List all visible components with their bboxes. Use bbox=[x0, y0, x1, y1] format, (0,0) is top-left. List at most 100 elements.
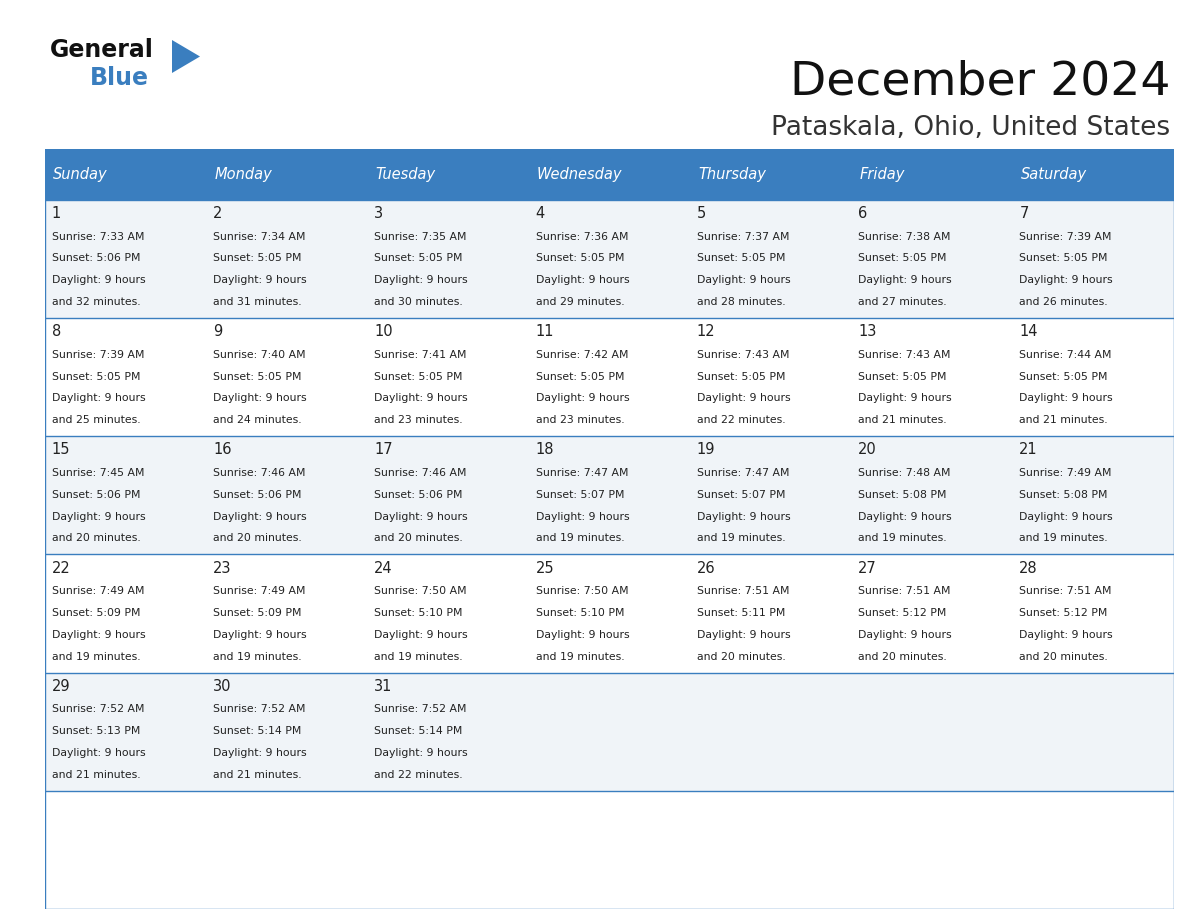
Text: Daylight: 9 hours: Daylight: 9 hours bbox=[697, 511, 790, 521]
Bar bbox=[207, 149, 367, 200]
Bar bbox=[45, 436, 1174, 554]
Text: Daylight: 9 hours: Daylight: 9 hours bbox=[858, 630, 952, 640]
Text: Sunset: 5:05 PM: Sunset: 5:05 PM bbox=[536, 372, 624, 382]
Text: Sunrise: 7:47 AM: Sunrise: 7:47 AM bbox=[697, 468, 789, 478]
Text: and 19 minutes.: and 19 minutes. bbox=[1019, 533, 1108, 543]
Text: Sunrise: 7:40 AM: Sunrise: 7:40 AM bbox=[213, 350, 305, 360]
Text: 5: 5 bbox=[697, 207, 706, 221]
Bar bbox=[852, 149, 1012, 200]
Text: and 24 minutes.: and 24 minutes. bbox=[213, 415, 302, 425]
Text: 14: 14 bbox=[1019, 324, 1038, 340]
Text: 3: 3 bbox=[374, 207, 384, 221]
Text: and 19 minutes.: and 19 minutes. bbox=[697, 533, 785, 543]
Text: Daylight: 9 hours: Daylight: 9 hours bbox=[697, 394, 790, 403]
Text: Sunrise: 7:35 AM: Sunrise: 7:35 AM bbox=[374, 231, 467, 241]
Text: Sunset: 5:05 PM: Sunset: 5:05 PM bbox=[213, 253, 302, 263]
Text: Sunrise: 7:46 AM: Sunrise: 7:46 AM bbox=[213, 468, 305, 478]
Text: and 25 minutes.: and 25 minutes. bbox=[52, 415, 140, 425]
Text: Thursday: Thursday bbox=[699, 167, 766, 182]
Text: Sunset: 5:07 PM: Sunset: 5:07 PM bbox=[697, 489, 785, 499]
Text: Sunrise: 7:45 AM: Sunrise: 7:45 AM bbox=[52, 468, 145, 478]
Text: Sunset: 5:09 PM: Sunset: 5:09 PM bbox=[52, 608, 140, 618]
Text: Tuesday: Tuesday bbox=[375, 167, 436, 182]
Polygon shape bbox=[172, 40, 200, 73]
Bar bbox=[529, 149, 690, 200]
Text: Daylight: 9 hours: Daylight: 9 hours bbox=[374, 394, 468, 403]
Text: Sunrise: 7:49 AM: Sunrise: 7:49 AM bbox=[52, 586, 145, 596]
Text: 13: 13 bbox=[858, 324, 877, 340]
Text: Daylight: 9 hours: Daylight: 9 hours bbox=[536, 394, 630, 403]
Text: and 30 minutes.: and 30 minutes. bbox=[374, 297, 463, 308]
Text: Sunset: 5:06 PM: Sunset: 5:06 PM bbox=[52, 253, 140, 263]
Text: Blue: Blue bbox=[90, 66, 148, 90]
Text: Sunset: 5:13 PM: Sunset: 5:13 PM bbox=[52, 726, 140, 736]
Text: Daylight: 9 hours: Daylight: 9 hours bbox=[374, 748, 468, 757]
Text: 20: 20 bbox=[858, 442, 877, 457]
Text: Daylight: 9 hours: Daylight: 9 hours bbox=[697, 275, 790, 285]
Text: Daylight: 9 hours: Daylight: 9 hours bbox=[213, 275, 307, 285]
Text: Sunrise: 7:33 AM: Sunrise: 7:33 AM bbox=[52, 231, 145, 241]
Text: Sunrise: 7:50 AM: Sunrise: 7:50 AM bbox=[536, 586, 628, 596]
Text: 23: 23 bbox=[213, 561, 232, 576]
Bar bbox=[45, 554, 1174, 673]
Text: Sunrise: 7:44 AM: Sunrise: 7:44 AM bbox=[1019, 350, 1112, 360]
Text: Daylight: 9 hours: Daylight: 9 hours bbox=[213, 748, 307, 757]
Text: and 20 minutes.: and 20 minutes. bbox=[374, 533, 463, 543]
Text: Sunset: 5:05 PM: Sunset: 5:05 PM bbox=[374, 372, 463, 382]
Text: Sunrise: 7:43 AM: Sunrise: 7:43 AM bbox=[697, 350, 789, 360]
Text: and 23 minutes.: and 23 minutes. bbox=[374, 415, 463, 425]
Text: Daylight: 9 hours: Daylight: 9 hours bbox=[697, 630, 790, 640]
Bar bbox=[1012, 149, 1174, 200]
Text: 21: 21 bbox=[1019, 442, 1038, 457]
Text: Sunset: 5:05 PM: Sunset: 5:05 PM bbox=[374, 253, 463, 263]
Text: Sunset: 5:10 PM: Sunset: 5:10 PM bbox=[536, 608, 624, 618]
Text: Sunrise: 7:52 AM: Sunrise: 7:52 AM bbox=[213, 704, 305, 714]
Text: Daylight: 9 hours: Daylight: 9 hours bbox=[52, 511, 146, 521]
Text: Sunset: 5:05 PM: Sunset: 5:05 PM bbox=[1019, 253, 1107, 263]
Text: Daylight: 9 hours: Daylight: 9 hours bbox=[858, 275, 952, 285]
Text: Daylight: 9 hours: Daylight: 9 hours bbox=[858, 511, 952, 521]
Text: Sunset: 5:05 PM: Sunset: 5:05 PM bbox=[536, 253, 624, 263]
Text: Daylight: 9 hours: Daylight: 9 hours bbox=[536, 511, 630, 521]
Bar bbox=[45, 673, 1174, 790]
Text: and 21 minutes.: and 21 minutes. bbox=[858, 415, 947, 425]
Text: and 19 minutes.: and 19 minutes. bbox=[213, 652, 302, 662]
Text: 6: 6 bbox=[858, 207, 867, 221]
Text: Sunset: 5:10 PM: Sunset: 5:10 PM bbox=[374, 608, 463, 618]
Text: and 21 minutes.: and 21 minutes. bbox=[213, 769, 302, 779]
Text: Daylight: 9 hours: Daylight: 9 hours bbox=[374, 275, 468, 285]
Text: 25: 25 bbox=[536, 561, 555, 576]
Text: 27: 27 bbox=[858, 561, 877, 576]
Text: Sunrise: 7:42 AM: Sunrise: 7:42 AM bbox=[536, 350, 628, 360]
Text: Daylight: 9 hours: Daylight: 9 hours bbox=[213, 630, 307, 640]
Text: and 28 minutes.: and 28 minutes. bbox=[697, 297, 785, 308]
Text: Sunrise: 7:52 AM: Sunrise: 7:52 AM bbox=[374, 704, 467, 714]
Text: General: General bbox=[50, 38, 154, 62]
Text: 9: 9 bbox=[213, 324, 222, 340]
Text: 10: 10 bbox=[374, 324, 393, 340]
Text: Daylight: 9 hours: Daylight: 9 hours bbox=[536, 275, 630, 285]
Text: Sunset: 5:05 PM: Sunset: 5:05 PM bbox=[697, 253, 785, 263]
Text: 18: 18 bbox=[536, 442, 554, 457]
Text: and 23 minutes.: and 23 minutes. bbox=[536, 415, 624, 425]
Text: 28: 28 bbox=[1019, 561, 1038, 576]
Text: and 20 minutes.: and 20 minutes. bbox=[1019, 652, 1108, 662]
Text: Sunrise: 7:49 AM: Sunrise: 7:49 AM bbox=[213, 586, 305, 596]
Text: Saturday: Saturday bbox=[1020, 167, 1087, 182]
Text: Sunset: 5:05 PM: Sunset: 5:05 PM bbox=[1019, 372, 1107, 382]
Text: December 2024: December 2024 bbox=[790, 60, 1170, 105]
Text: and 22 minutes.: and 22 minutes. bbox=[374, 769, 463, 779]
Text: 15: 15 bbox=[52, 442, 70, 457]
Text: and 19 minutes.: and 19 minutes. bbox=[858, 533, 947, 543]
Text: Sunset: 5:05 PM: Sunset: 5:05 PM bbox=[52, 372, 140, 382]
Bar bbox=[45, 200, 1174, 319]
Text: Sunrise: 7:46 AM: Sunrise: 7:46 AM bbox=[374, 468, 467, 478]
Text: Monday: Monday bbox=[214, 167, 272, 182]
Text: Sunset: 5:12 PM: Sunset: 5:12 PM bbox=[858, 608, 947, 618]
Text: Daylight: 9 hours: Daylight: 9 hours bbox=[858, 394, 952, 403]
Text: Daylight: 9 hours: Daylight: 9 hours bbox=[213, 511, 307, 521]
Text: 26: 26 bbox=[697, 561, 715, 576]
Text: Sunrise: 7:51 AM: Sunrise: 7:51 AM bbox=[858, 586, 950, 596]
Text: and 21 minutes.: and 21 minutes. bbox=[52, 769, 140, 779]
Text: 4: 4 bbox=[536, 207, 545, 221]
